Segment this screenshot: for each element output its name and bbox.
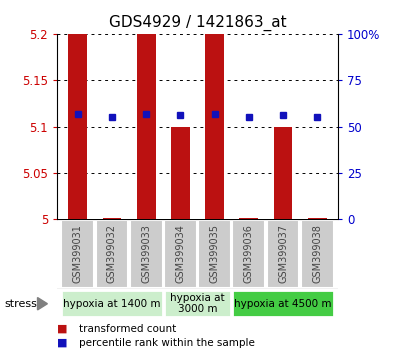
Bar [96, 220, 128, 288]
Bar [274, 126, 292, 219]
Text: GSM399038: GSM399038 [312, 224, 322, 284]
Text: GSM399034: GSM399034 [175, 224, 185, 284]
Text: GSM399031: GSM399031 [73, 224, 83, 284]
Text: transformed count: transformed count [79, 324, 176, 333]
Text: GSM399036: GSM399036 [244, 224, 254, 284]
Text: hypoxia at 1400 m: hypoxia at 1400 m [63, 298, 161, 309]
Bar [61, 220, 94, 288]
Bar [198, 220, 231, 288]
Text: GSM399035: GSM399035 [210, 224, 220, 284]
Title: GDS4929 / 1421863_at: GDS4929 / 1421863_at [109, 15, 286, 31]
Text: GSM399033: GSM399033 [141, 224, 151, 284]
Bar [308, 218, 327, 219]
Text: ■: ■ [57, 338, 68, 348]
Text: hypoxia at 4500 m: hypoxia at 4500 m [234, 298, 332, 309]
Text: hypoxia at
3000 m: hypoxia at 3000 m [170, 293, 225, 314]
Text: stress: stress [4, 299, 37, 309]
Text: ■: ■ [57, 324, 68, 333]
Bar [68, 34, 87, 219]
Bar [205, 34, 224, 219]
Bar [171, 126, 190, 219]
Bar [164, 290, 231, 318]
Text: GSM399032: GSM399032 [107, 224, 117, 284]
Bar [103, 218, 121, 219]
Bar [137, 34, 156, 219]
Text: GSM399037: GSM399037 [278, 224, 288, 284]
Bar [130, 220, 163, 288]
Bar [239, 218, 258, 219]
Bar [164, 220, 197, 288]
Bar [267, 220, 299, 288]
Bar [61, 290, 163, 318]
Bar [232, 290, 334, 318]
Text: percentile rank within the sample: percentile rank within the sample [79, 338, 255, 348]
Bar [232, 220, 265, 288]
Bar [301, 220, 334, 288]
